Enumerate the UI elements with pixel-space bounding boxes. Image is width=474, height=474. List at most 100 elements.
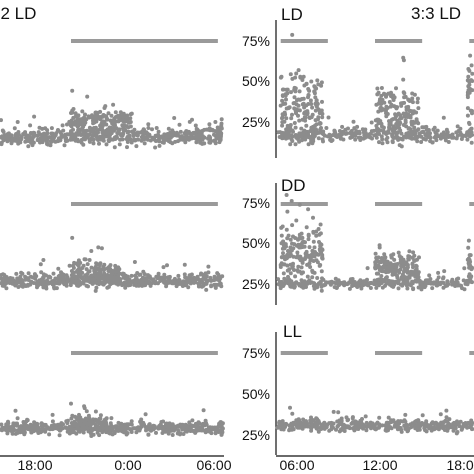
data-point	[396, 250, 401, 255]
data-point	[329, 427, 334, 432]
data-point	[15, 416, 20, 421]
data-point	[70, 235, 75, 240]
data-point	[99, 246, 104, 251]
data-point	[9, 425, 14, 430]
data-point	[312, 270, 317, 275]
data-point	[335, 419, 340, 424]
data-point	[156, 129, 161, 134]
data-point	[64, 136, 69, 141]
data-point	[207, 135, 212, 140]
data-point	[379, 256, 384, 261]
data-point	[348, 278, 353, 283]
data-point	[178, 431, 183, 436]
data-point	[82, 122, 87, 127]
data-point	[85, 135, 90, 139]
data-point	[8, 276, 13, 280]
data-point	[74, 132, 79, 137]
data-point	[446, 140, 451, 144]
data-point	[19, 135, 24, 140]
data-point	[12, 428, 17, 433]
data-point	[55, 128, 60, 133]
data-point	[315, 260, 320, 265]
data-point	[197, 129, 202, 134]
data-point	[116, 281, 121, 286]
data-point	[64, 419, 69, 424]
data-point	[297, 269, 302, 274]
data-point	[392, 130, 397, 135]
data-point	[280, 136, 285, 141]
data-point	[178, 422, 183, 427]
data-point	[296, 417, 301, 422]
data-point	[94, 280, 99, 285]
data-point	[392, 268, 397, 273]
data-point	[301, 74, 306, 79]
data-point	[70, 88, 75, 93]
data-point	[125, 145, 129, 150]
data-point	[399, 137, 404, 141]
data-point	[466, 279, 471, 284]
data-point	[341, 280, 346, 285]
data-point	[315, 101, 320, 106]
data-point	[207, 122, 212, 127]
data-point	[277, 280, 282, 285]
data-point	[116, 113, 121, 118]
data-point	[439, 132, 444, 137]
data-point	[289, 116, 294, 121]
y-tick-label: 50%	[242, 386, 270, 402]
data-point	[112, 117, 117, 122]
data-point	[72, 430, 76, 435]
data-point	[28, 139, 33, 143]
data-point	[217, 282, 222, 287]
data-point	[45, 131, 50, 136]
data-point	[284, 256, 289, 261]
data-point	[193, 123, 198, 128]
data-point	[303, 118, 308, 123]
data-point	[204, 127, 209, 132]
chart-marks	[0, 20, 474, 457]
data-point	[39, 270, 44, 275]
data-point	[342, 429, 347, 433]
data-point	[305, 274, 310, 279]
data-point	[76, 113, 81, 118]
data-point	[189, 272, 194, 277]
data-point	[180, 425, 184, 430]
data-point	[295, 250, 300, 255]
data-point	[50, 419, 55, 424]
data-point	[423, 137, 428, 142]
data-point	[92, 116, 97, 121]
data-point	[113, 123, 117, 128]
data-point	[303, 257, 307, 261]
data-point	[193, 131, 197, 136]
data-point	[279, 74, 284, 79]
data-point	[298, 97, 303, 102]
data-point	[420, 413, 425, 418]
data-point	[362, 132, 367, 137]
data-point	[65, 132, 70, 137]
data-point	[291, 246, 296, 251]
data-point	[109, 128, 114, 133]
data-point	[374, 285, 379, 290]
data-point	[109, 416, 114, 421]
data-point	[286, 249, 290, 253]
data-point	[306, 237, 311, 242]
right-figure-title: 3:3 LD	[411, 4, 461, 23]
x-tick-label: 18:00	[446, 457, 474, 473]
data-point	[305, 134, 309, 139]
data-point	[109, 271, 114, 276]
data-point	[104, 422, 109, 427]
data-point	[123, 285, 128, 290]
data-point	[292, 101, 297, 105]
data-point	[71, 115, 76, 120]
data-point	[353, 137, 358, 142]
data-point	[355, 124, 360, 129]
data-point	[402, 134, 406, 139]
data-point	[292, 285, 297, 290]
data-point	[147, 132, 152, 137]
data-point	[384, 94, 388, 99]
data-point	[389, 90, 393, 95]
data-point	[120, 137, 125, 142]
data-point	[360, 283, 365, 288]
data-point	[75, 137, 80, 142]
data-point	[65, 429, 70, 434]
data-point	[129, 419, 134, 424]
